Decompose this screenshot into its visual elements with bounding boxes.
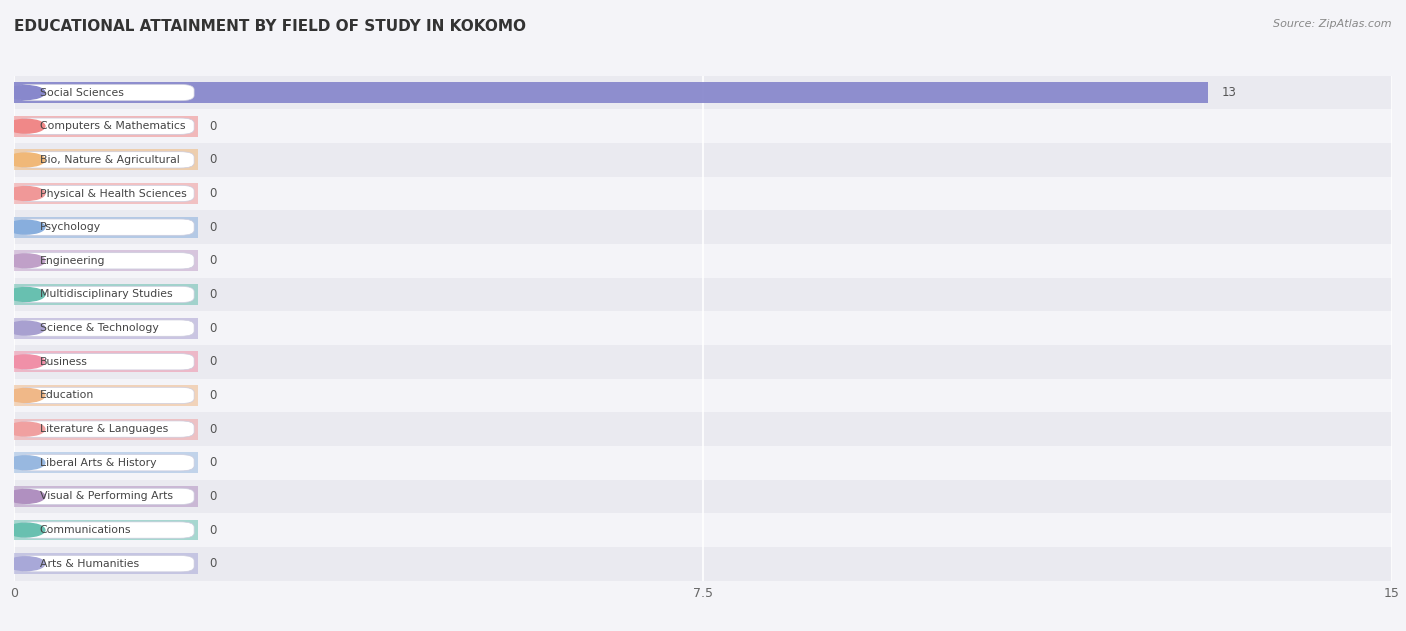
Text: 13: 13 xyxy=(1222,86,1237,99)
FancyBboxPatch shape xyxy=(18,186,194,202)
Text: 0: 0 xyxy=(209,389,217,402)
FancyBboxPatch shape xyxy=(18,421,194,437)
Text: Visual & Performing Arts: Visual & Performing Arts xyxy=(39,492,173,502)
Bar xyxy=(14,446,1392,480)
Bar xyxy=(14,519,198,541)
Bar xyxy=(14,143,1392,177)
Text: 0: 0 xyxy=(209,456,217,469)
Bar xyxy=(14,177,1392,210)
Bar xyxy=(14,82,1208,103)
Circle shape xyxy=(7,254,45,268)
Bar xyxy=(14,150,198,170)
Text: Source: ZipAtlas.com: Source: ZipAtlas.com xyxy=(1274,19,1392,29)
Text: 0: 0 xyxy=(209,524,217,536)
Text: Engineering: Engineering xyxy=(39,256,105,266)
FancyBboxPatch shape xyxy=(18,118,194,134)
Text: 0: 0 xyxy=(209,355,217,369)
Bar xyxy=(14,452,198,473)
Circle shape xyxy=(7,557,45,570)
Circle shape xyxy=(7,490,45,504)
Text: 0: 0 xyxy=(209,187,217,200)
Text: Social Sciences: Social Sciences xyxy=(39,88,124,98)
Text: Business: Business xyxy=(39,357,87,367)
Circle shape xyxy=(7,288,45,302)
Bar xyxy=(14,351,198,372)
Circle shape xyxy=(7,86,45,100)
FancyBboxPatch shape xyxy=(18,151,194,168)
FancyBboxPatch shape xyxy=(18,488,194,505)
Bar xyxy=(14,418,198,440)
Bar xyxy=(14,251,198,271)
Circle shape xyxy=(7,355,45,369)
Text: Computers & Mathematics: Computers & Mathematics xyxy=(39,121,186,131)
FancyBboxPatch shape xyxy=(18,219,194,235)
FancyBboxPatch shape xyxy=(18,454,194,471)
Bar xyxy=(14,547,1392,581)
Circle shape xyxy=(7,321,45,335)
Text: EDUCATIONAL ATTAINMENT BY FIELD OF STUDY IN KOKOMO: EDUCATIONAL ATTAINMENT BY FIELD OF STUDY… xyxy=(14,19,526,34)
Text: Liberal Arts & History: Liberal Arts & History xyxy=(39,457,156,468)
Text: 0: 0 xyxy=(209,288,217,301)
Text: 0: 0 xyxy=(209,322,217,334)
Circle shape xyxy=(7,422,45,436)
Text: Science & Technology: Science & Technology xyxy=(39,323,159,333)
Bar xyxy=(14,412,1392,446)
Text: 0: 0 xyxy=(209,490,217,503)
FancyBboxPatch shape xyxy=(18,353,194,370)
Bar xyxy=(14,553,198,574)
Text: 0: 0 xyxy=(209,254,217,268)
Text: Arts & Humanities: Arts & Humanities xyxy=(39,558,139,569)
FancyBboxPatch shape xyxy=(18,387,194,404)
Bar xyxy=(14,317,198,339)
FancyBboxPatch shape xyxy=(18,320,194,336)
FancyBboxPatch shape xyxy=(18,252,194,269)
Text: Communications: Communications xyxy=(39,525,131,535)
Bar xyxy=(14,480,1392,513)
Bar xyxy=(14,284,198,305)
Bar xyxy=(14,76,1392,109)
Bar xyxy=(14,210,1392,244)
Bar xyxy=(14,486,198,507)
Text: Physical & Health Sciences: Physical & Health Sciences xyxy=(39,189,187,199)
Bar xyxy=(14,513,1392,547)
Text: Literature & Languages: Literature & Languages xyxy=(39,424,169,434)
Text: Bio, Nature & Agricultural: Bio, Nature & Agricultural xyxy=(39,155,180,165)
Bar xyxy=(14,385,198,406)
Circle shape xyxy=(7,456,45,469)
Bar xyxy=(14,183,198,204)
Bar xyxy=(14,109,1392,143)
Bar xyxy=(14,115,198,137)
Text: 0: 0 xyxy=(209,120,217,133)
Circle shape xyxy=(7,153,45,167)
Circle shape xyxy=(7,523,45,537)
Text: Psychology: Psychology xyxy=(39,222,101,232)
FancyBboxPatch shape xyxy=(18,522,194,538)
Text: 0: 0 xyxy=(209,221,217,233)
FancyBboxPatch shape xyxy=(18,286,194,303)
Circle shape xyxy=(7,119,45,133)
Text: Multidisciplinary Studies: Multidisciplinary Studies xyxy=(39,290,173,300)
Text: 0: 0 xyxy=(209,423,217,435)
Text: 0: 0 xyxy=(209,153,217,167)
Bar xyxy=(14,278,1392,311)
Circle shape xyxy=(7,389,45,403)
Bar xyxy=(14,345,1392,379)
FancyBboxPatch shape xyxy=(18,555,194,572)
Bar xyxy=(14,379,1392,412)
Text: 0: 0 xyxy=(209,557,217,570)
FancyBboxPatch shape xyxy=(18,85,194,101)
Bar xyxy=(14,82,1208,103)
Bar xyxy=(14,216,198,238)
Circle shape xyxy=(7,187,45,201)
Text: Education: Education xyxy=(39,391,94,401)
Circle shape xyxy=(7,220,45,234)
Bar xyxy=(14,244,1392,278)
Bar xyxy=(14,311,1392,345)
